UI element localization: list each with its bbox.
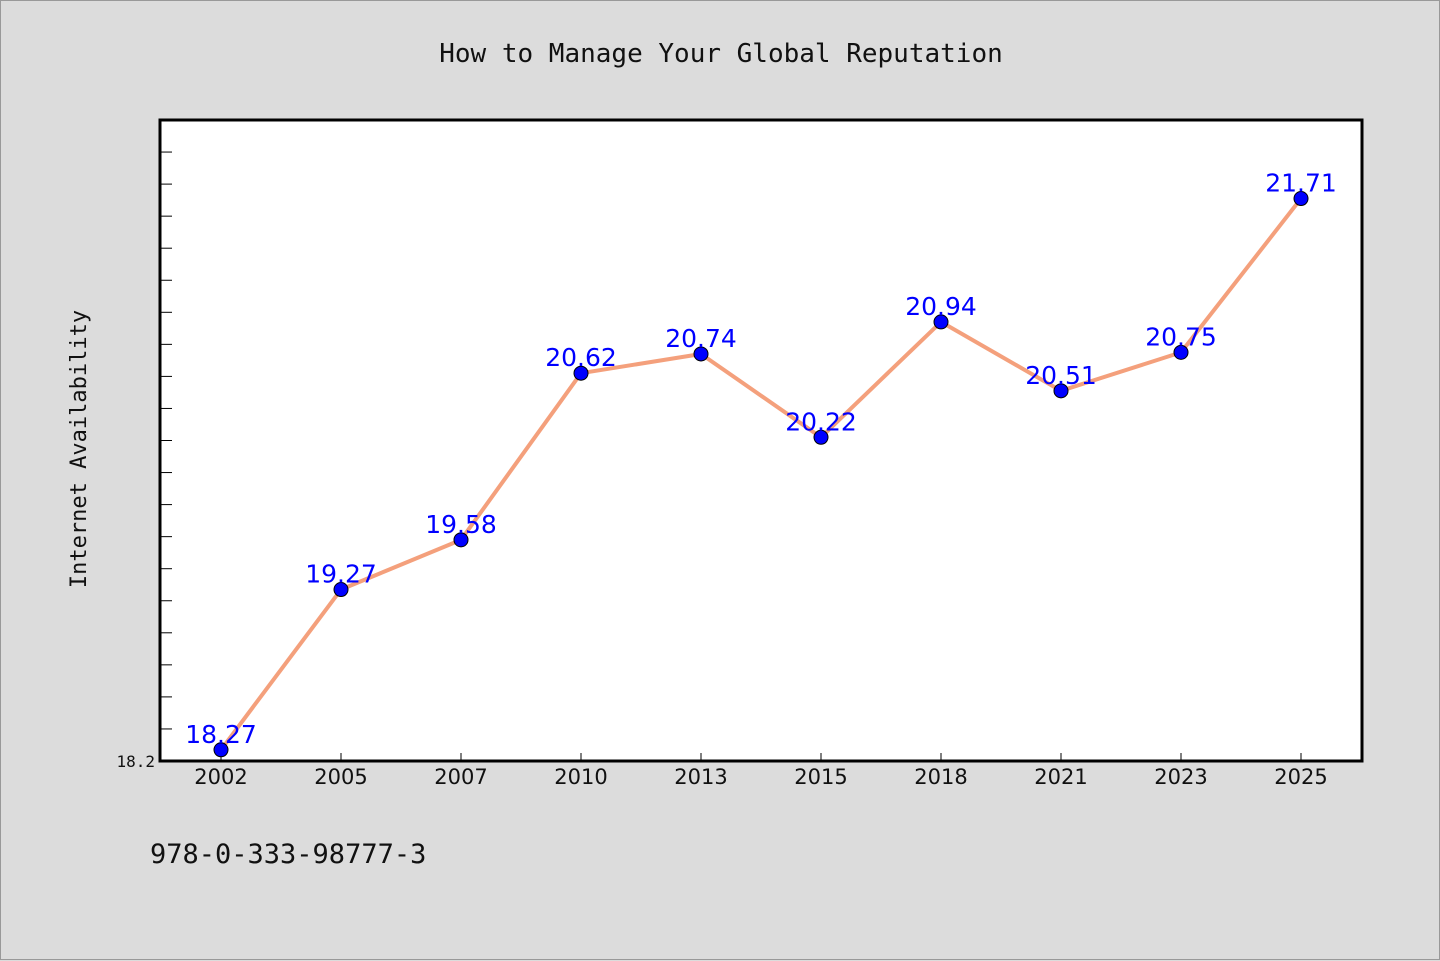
data-point xyxy=(573,365,589,381)
data-point xyxy=(1173,344,1189,360)
data-point xyxy=(453,532,469,548)
data-point xyxy=(813,429,829,445)
x-tick-label: 2010 xyxy=(554,765,607,789)
y-axis-label: Internet Availability xyxy=(67,310,92,588)
chart-title: How to Manage Your Global Reputation xyxy=(439,39,1003,69)
data-point xyxy=(693,346,709,362)
data-label: 20.62 xyxy=(545,343,617,372)
y-axis-ticks xyxy=(160,151,172,762)
data-label: 20.74 xyxy=(665,324,737,353)
series-line xyxy=(219,197,1303,751)
data-point xyxy=(933,314,949,330)
data-point xyxy=(333,582,349,598)
x-tick-label: 2015 xyxy=(794,765,847,789)
x-tick-label: 2013 xyxy=(674,765,727,789)
x-tick-label: 2025 xyxy=(1274,765,1327,789)
data-label: 19.58 xyxy=(425,510,497,539)
data-point xyxy=(1293,191,1309,207)
isbn-footer: 978-0-333-98777-3 xyxy=(150,839,426,870)
data-point xyxy=(1053,383,1069,399)
x-axis: 2002 2005 2007 2010 2013 2015 2018 2021 2023 2025 xyxy=(194,753,1328,789)
data-label: 20.51 xyxy=(1025,361,1097,390)
data-label: 18.27 xyxy=(185,720,257,749)
x-tick-label: 2023 xyxy=(1154,765,1207,789)
x-tick-label: 2018 xyxy=(914,765,967,789)
data-label: 21.71 xyxy=(1265,169,1337,198)
series-group: 18.27 19.27 19.58 20.62 20.74 20.22 20.94 20.51… xyxy=(185,169,1337,758)
data-label: 20.22 xyxy=(785,407,857,436)
data-label: 19.27 xyxy=(305,560,377,589)
x-tick-label: 2002 xyxy=(194,765,247,789)
x-tick-label: 2007 xyxy=(434,765,487,789)
plot-area xyxy=(158,118,1364,763)
y-tick-label: 18.2 xyxy=(116,752,155,771)
data-label: 20.75 xyxy=(1145,322,1217,351)
x-tick-label: 2021 xyxy=(1034,765,1087,789)
data-point xyxy=(213,742,229,758)
data-label: 20.94 xyxy=(905,292,977,321)
x-tick-label: 2005 xyxy=(314,765,367,789)
